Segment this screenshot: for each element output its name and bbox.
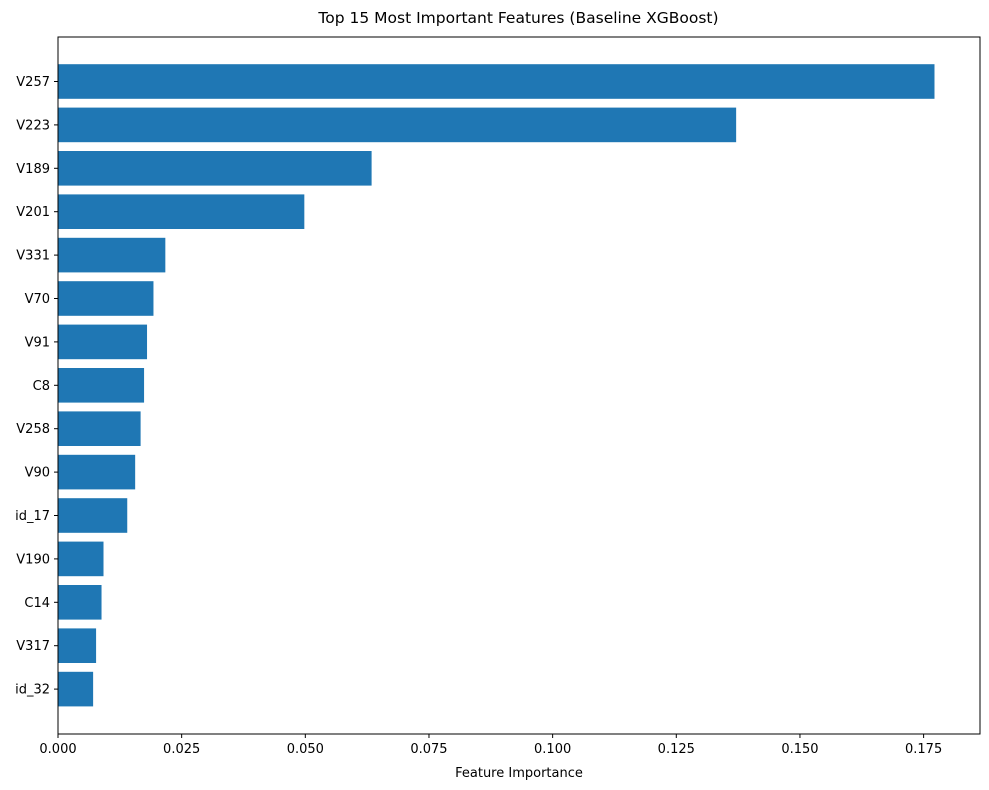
bar-V257	[58, 64, 935, 99]
plot-frame	[57, 36, 981, 735]
y-tick-label: V90	[25, 466, 50, 481]
bar-V90	[58, 454, 136, 490]
x-tick-label: 0.100	[534, 742, 571, 757]
bar-C8	[58, 368, 145, 403]
y-tick-label: V331	[16, 249, 50, 264]
y-tick-label: C14	[24, 596, 50, 611]
y-tick-label: C8	[33, 379, 50, 394]
bar-V223	[58, 107, 737, 143]
bars-group	[58, 64, 935, 707]
y-tick-label: V258	[16, 422, 50, 437]
x-tick-label: 0.175	[905, 742, 942, 757]
bar-V70	[58, 281, 154, 316]
y-tick-label: V70	[25, 292, 50, 307]
x-tick-label: 0.000	[39, 742, 76, 757]
y-tick-label: id_32	[15, 683, 50, 698]
y-tick-label: V189	[16, 162, 50, 177]
x-axis-ticks: 0.000 0.025 0.050 0.075 0.100 0.125 0.150 0.175	[39, 734, 942, 757]
bar-V189	[58, 151, 372, 186]
bar-V317	[58, 628, 97, 663]
bar-V258	[58, 411, 141, 446]
bar-V331	[58, 237, 166, 273]
x-tick-label: 0.150	[781, 742, 818, 757]
y-tick-label: id_17	[15, 509, 50, 524]
chart-title: Top 15 Most Important Features (Baseline…	[317, 9, 718, 27]
y-tick-label: V257	[16, 75, 50, 90]
y-tick-label: V223	[16, 118, 50, 133]
y-tick-label: V317	[16, 639, 50, 654]
bar-V201	[58, 194, 305, 229]
bar-V91	[58, 324, 148, 360]
y-axis-ticks: V257 V223 V189 V201 V331 V70 V91 C8 V258 V90 id_17…	[15, 75, 58, 698]
x-tick-label: 0.075	[410, 742, 447, 757]
x-tick-label: 0.050	[287, 742, 324, 757]
x-tick-label: 0.125	[658, 742, 695, 757]
bar-id_32	[58, 671, 94, 707]
bar-C14	[58, 585, 102, 620]
bar-V190	[58, 541, 104, 577]
y-tick-label: V190	[16, 552, 50, 567]
y-tick-label: V201	[16, 205, 50, 220]
bar-id_17	[58, 498, 128, 533]
y-tick-label: V91	[25, 335, 50, 350]
x-axis-label: Feature Importance	[455, 766, 583, 781]
x-tick-label: 0.025	[163, 742, 200, 757]
